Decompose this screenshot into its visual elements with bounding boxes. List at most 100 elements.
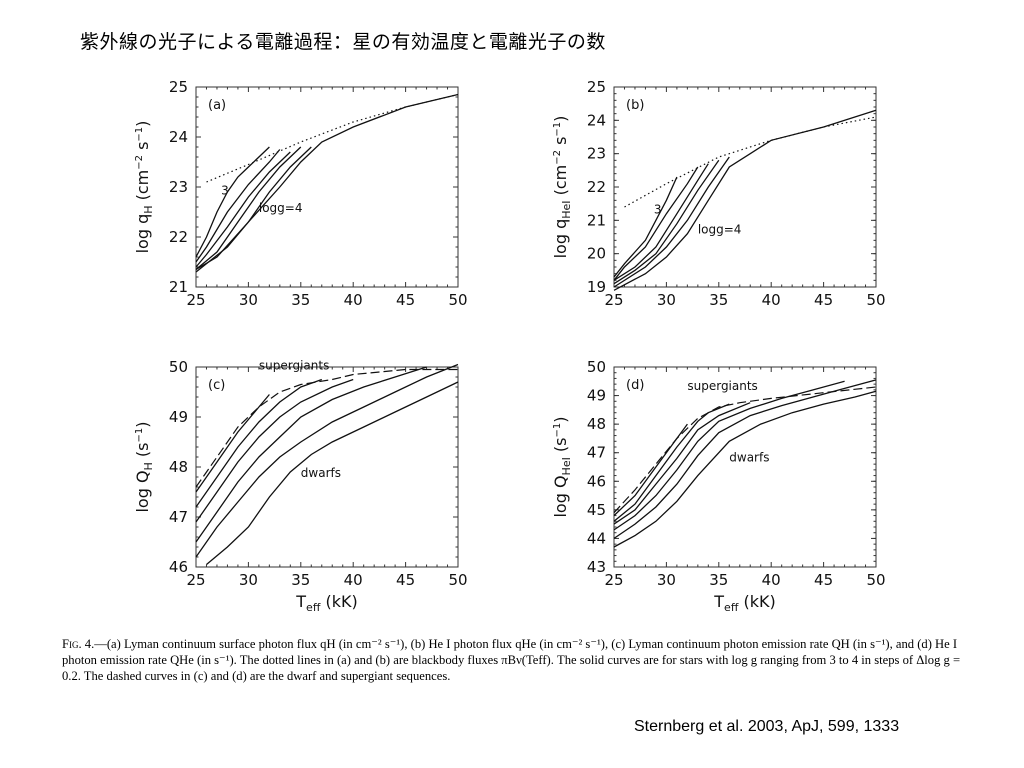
chart-a-annotation: logg=4	[259, 201, 303, 215]
chart-a-ytick-label: 23	[169, 178, 188, 196]
chart-a-xtick-label: 40	[344, 291, 363, 309]
chart-b-ytick-label: 22	[587, 178, 606, 196]
chart-d-ytick-label: 44	[587, 529, 606, 547]
chart-d-annotation: supergiants	[687, 379, 757, 393]
chart-b-series-3	[613, 166, 699, 281]
chart-b-ytick-label: 23	[587, 145, 606, 163]
chart-d-series-3	[613, 403, 730, 522]
chart-b-ytick-label: 20	[587, 245, 606, 263]
chart-c-xtick-label: 45	[396, 571, 415, 589]
chart-c-ytick-label: 47	[169, 508, 188, 526]
chart-a-series-3	[195, 149, 281, 263]
chart-d-xtick-label: 40	[762, 571, 781, 589]
chart-b-annotation: 3	[654, 203, 662, 217]
chart-a-xtick-label: 45	[396, 291, 415, 309]
chart-panel-c: 25 30 35 40 45 50 46 47 48 49 50 log QH (s−1) Teff (…	[133, 358, 468, 614]
chart-d-ytick-label: 46	[587, 472, 606, 490]
chart-b-series-6	[613, 156, 730, 288]
chart-d-xtick-label: 30	[657, 571, 676, 589]
chart-c-xtick-label: 30	[239, 571, 258, 589]
chart-b-xtick-label: 40	[762, 291, 781, 309]
chart-a-ytick-label: 24	[169, 128, 188, 146]
chart-d-ytick-label: 49	[587, 387, 606, 405]
chart-a-ytick-label: 22	[169, 228, 188, 246]
chart-c-ytick-label: 46	[169, 558, 188, 576]
chart-c-ytick-label: 49	[169, 408, 188, 426]
chart-c-panel-label: (c)	[208, 378, 225, 393]
chart-b-frame	[613, 86, 877, 288]
caption-text: —(a) Lyman continuum surface photon flux…	[62, 637, 961, 683]
chart-a-series-4	[195, 151, 291, 268]
chart-panel-d: 25 30 35 40 45 50 43 44 45 46 47 48 49 50 log QHeI (s−…	[551, 358, 886, 614]
chart-b-series-7	[613, 109, 877, 291]
chart-d-ylabel: log QHeI (s−1)	[551, 416, 573, 517]
chart-c-ytick-label: 48	[169, 458, 188, 476]
chart-b-xtick-label: 35	[709, 291, 728, 309]
chart-d-xtick-label: 25	[604, 571, 623, 589]
chart-c-series-7	[206, 381, 459, 565]
chart-d-series-2	[613, 423, 688, 517]
chart-a-ytick-label: 25	[169, 78, 188, 96]
chart-b-ylabel: log qHeI (cm−2 s−1)	[551, 116, 573, 259]
chart-b-ytick-label: 21	[587, 211, 606, 229]
chart-d-xlabel: Teff (kK)	[713, 592, 775, 614]
chart-c-series-2	[195, 394, 270, 493]
chart-a-xtick-label: 50	[448, 291, 467, 309]
chart-d-series-4	[613, 402, 751, 525]
chart-b-series-5	[613, 159, 720, 285]
chart-b-ytick-label: 19	[587, 278, 606, 296]
chart-b-xtick-label: 30	[657, 291, 676, 309]
chart-d-series-6	[613, 379, 877, 539]
chart-d-ytick-label: 43	[587, 558, 606, 576]
chart-b-series-4	[613, 163, 709, 281]
chart-d-ytick-label: 47	[587, 444, 606, 462]
citation: Sternberg et al. 2003, ApJ, 599, 1333	[634, 718, 900, 735]
chart-a-panel-label: (a)	[208, 98, 226, 113]
chart-d-ytick-label: 45	[587, 501, 606, 519]
chart-c-xlabel: Teff (kK)	[295, 592, 357, 614]
chart-b-xtick-label: 50	[866, 291, 885, 309]
chart-d-ytick-label: 48	[587, 415, 606, 433]
chart-c-annotation: supergiants	[259, 359, 329, 373]
chart-c-ytick-label: 50	[169, 358, 188, 376]
chart-c-xtick-label: 25	[186, 571, 205, 589]
chart-d-xtick-label: 50	[866, 571, 885, 589]
chart-c-series-6	[195, 363, 459, 558]
chart-panel-b: 25 30 35 40 45 50 19 20 21 22 23 24 25 log qHeI (cm−2…	[551, 78, 886, 309]
chart-c-annotation: dwarfs	[301, 466, 341, 480]
chart-a-xtick-label: 35	[291, 291, 310, 309]
chart-a-series-1	[206, 93, 459, 183]
chart-a-xtick-label: 30	[239, 291, 258, 309]
chart-a-series-5	[195, 146, 302, 270]
chart-d-frame	[613, 366, 877, 568]
chart-b-panel-label: (b)	[626, 98, 644, 113]
chart-a-series-6	[195, 146, 312, 271]
figure-label: Fig. 4.	[62, 637, 95, 651]
chart-b-series-2	[613, 176, 678, 278]
chart-d-series-7	[613, 390, 877, 548]
chart-panel-a: 25 30 35 40 45 50 21 22 23 24 25 log qH (cm−2 s−1) (…	[133, 78, 468, 309]
chart-d-series-5	[613, 380, 845, 531]
chart-d-xtick-label: 45	[814, 571, 833, 589]
chart-d-annotation: dwarfs	[729, 450, 769, 464]
chart-b-ytick-label: 25	[587, 78, 606, 96]
chart-c-xtick-label: 50	[448, 571, 467, 589]
chart-a-frame	[195, 86, 459, 288]
chart-c-ylabel: log QH (s−1)	[133, 421, 155, 512]
chart-a-series-2	[195, 146, 270, 258]
chart-b-series-1	[624, 116, 877, 208]
chart-a-ylabel: log qH (cm−2 s−1)	[133, 121, 155, 254]
chart-c-series-5	[195, 366, 427, 543]
chart-a-ytick-label: 21	[169, 278, 188, 296]
chart-d-xtick-label: 35	[709, 571, 728, 589]
chart-c-xtick-label: 35	[291, 571, 310, 589]
chart-c-xtick-label: 40	[344, 571, 363, 589]
chart-b-annotation: logg=4	[698, 223, 742, 237]
chart-d-panel-label: (d)	[626, 378, 644, 393]
chart-c-series-4	[195, 378, 354, 523]
chart-a-series-7	[195, 93, 459, 273]
chart-c-series-1	[195, 368, 458, 488]
chart-b-xtick-label: 25	[604, 291, 623, 309]
figure-caption: Fig. 4.—(a) Lyman continuum surface phot…	[62, 636, 967, 684]
chart-a-annotation: 3	[221, 184, 229, 198]
